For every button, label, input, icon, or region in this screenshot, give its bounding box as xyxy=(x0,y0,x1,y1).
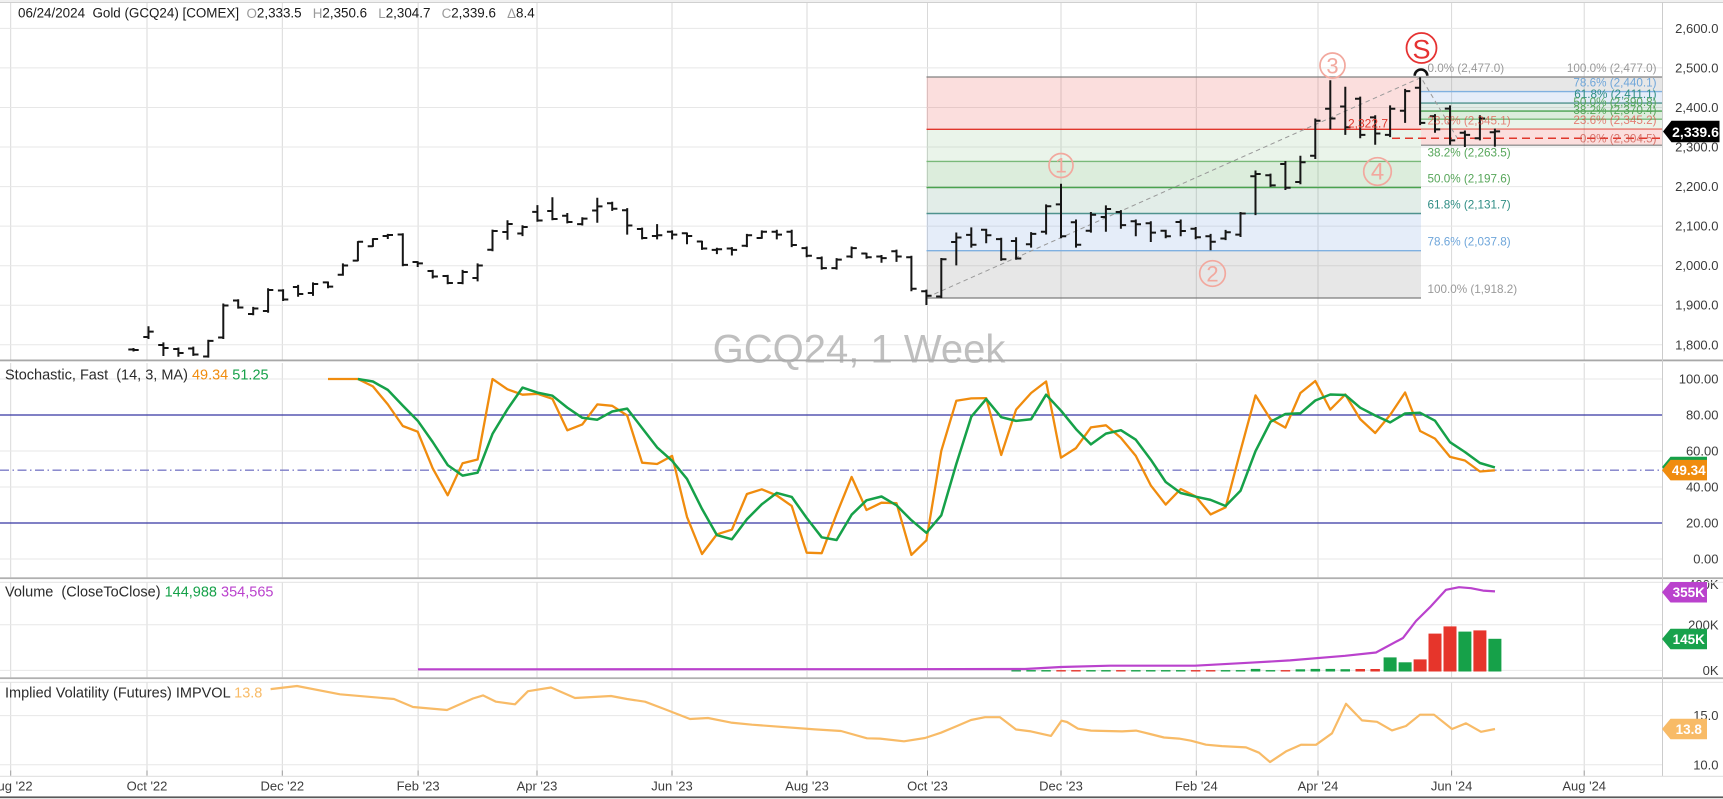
svg-text:38.2% (2,370.4): 38.2% (2,370.4) xyxy=(1573,104,1656,117)
svg-text:Aug '24: Aug '24 xyxy=(1562,779,1606,794)
svg-text:2,300.0: 2,300.0 xyxy=(1675,140,1718,155)
svg-text:2,339.6: 2,339.6 xyxy=(1672,124,1719,140)
svg-text:Feb '23: Feb '23 xyxy=(397,779,440,794)
svg-text:Feb '24: Feb '24 xyxy=(1175,779,1218,794)
svg-text:13.8: 13.8 xyxy=(1676,722,1703,737)
svg-text:355K: 355K xyxy=(1673,585,1706,600)
svg-text:10.0: 10.0 xyxy=(1693,757,1718,772)
svg-text:40.00: 40.00 xyxy=(1686,480,1719,495)
svg-text:0.0% (2,477.0): 0.0% (2,477.0) xyxy=(1428,62,1505,75)
svg-text:23.6% (2,345.2): 23.6% (2,345.2) xyxy=(1573,114,1656,127)
svg-text:S: S xyxy=(1412,35,1430,65)
svg-text:49.34: 49.34 xyxy=(1672,463,1706,478)
svg-text:3: 3 xyxy=(1326,54,1338,79)
svg-text:2,600.0: 2,600.0 xyxy=(1675,21,1718,36)
svg-text:50.0% (2,197.6): 50.0% (2,197.6) xyxy=(1428,173,1511,186)
svg-text:0.00: 0.00 xyxy=(1693,552,1718,567)
svg-text:Jun '23: Jun '23 xyxy=(651,779,693,794)
svg-text:61.8% (2,131.7): 61.8% (2,131.7) xyxy=(1428,199,1511,212)
svg-text:23.6% (2,345.1): 23.6% (2,345.1) xyxy=(1428,114,1511,127)
svg-text:61.8% (2,411.1): 61.8% (2,411.1) xyxy=(1574,88,1656,101)
svg-text:Jun '24: Jun '24 xyxy=(1431,779,1473,794)
svg-text:2: 2 xyxy=(1206,262,1218,287)
svg-text:78.6% (2,037.8): 78.6% (2,037.8) xyxy=(1428,236,1511,249)
svg-text:4: 4 xyxy=(1371,159,1384,186)
svg-text:100.0% (2,477.0): 100.0% (2,477.0) xyxy=(1567,62,1657,75)
svg-text:Dec '22: Dec '22 xyxy=(260,779,304,794)
svg-text:GCQ24, 1 Week: GCQ24, 1 Week xyxy=(713,328,1007,372)
svg-text:200K: 200K xyxy=(1688,617,1719,632)
svg-text:Oct '23: Oct '23 xyxy=(907,779,948,794)
svg-text:20.00: 20.00 xyxy=(1686,516,1719,531)
svg-text:2,000.0: 2,000.0 xyxy=(1675,258,1718,273)
svg-text:0.0% (2,304.5): 0.0% (2,304.5) xyxy=(1580,132,1657,145)
svg-text:Dec '23: Dec '23 xyxy=(1039,779,1083,794)
svg-text:Implied Volatility (Futures) I: Implied Volatility (Futures) IMPVOL 13.8 xyxy=(5,686,262,702)
svg-text:Apr '24: Apr '24 xyxy=(1298,779,1339,794)
svg-text:100.00: 100.00 xyxy=(1679,372,1719,387)
svg-text:2,200.0: 2,200.0 xyxy=(1675,179,1718,194)
svg-text:50.0% (2,390.8): 50.0% (2,390.8) xyxy=(1573,96,1656,109)
svg-text:1: 1 xyxy=(1055,155,1067,178)
svg-text:06/24/2024 Gold (GCQ24) [COME: 06/24/2024 Gold (GCQ24) [COMEX] O2,333.5… xyxy=(18,6,535,21)
svg-text:80.00: 80.00 xyxy=(1686,408,1719,423)
svg-text:Apr '23: Apr '23 xyxy=(517,779,558,794)
svg-text:100.0% (1,918.2): 100.0% (1,918.2) xyxy=(1428,283,1518,296)
svg-text:Aug '23: Aug '23 xyxy=(785,779,829,794)
svg-text:78.6% (2,440.1): 78.6% (2,440.1) xyxy=(1573,77,1656,90)
svg-text:1,800.0: 1,800.0 xyxy=(1675,337,1718,352)
svg-text:145K: 145K xyxy=(1673,632,1706,647)
svg-text:Aug '22: Aug '22 xyxy=(0,779,33,794)
svg-text:0K: 0K xyxy=(1703,663,1719,678)
svg-text:Volume (CloseToClose) 144,988: Volume (CloseToClose) 144,988 354,565 xyxy=(5,585,273,601)
svg-text:60.00: 60.00 xyxy=(1686,444,1719,459)
svg-text:Stochastic, Fast (14, 3, MA): Stochastic, Fast (14, 3, MA) 49.34 51.25 xyxy=(5,368,269,384)
svg-text:2,500.0: 2,500.0 xyxy=(1675,60,1718,75)
svg-text:1,900.0: 1,900.0 xyxy=(1675,298,1718,313)
svg-text:2,322.7: 2,322.7 xyxy=(1348,117,1388,131)
svg-text:38.2% (2,263.5): 38.2% (2,263.5) xyxy=(1428,146,1511,159)
svg-text:Oct '22: Oct '22 xyxy=(127,779,168,794)
svg-text:2,100.0: 2,100.0 xyxy=(1675,219,1718,234)
svg-text:2,400.0: 2,400.0 xyxy=(1675,100,1718,115)
